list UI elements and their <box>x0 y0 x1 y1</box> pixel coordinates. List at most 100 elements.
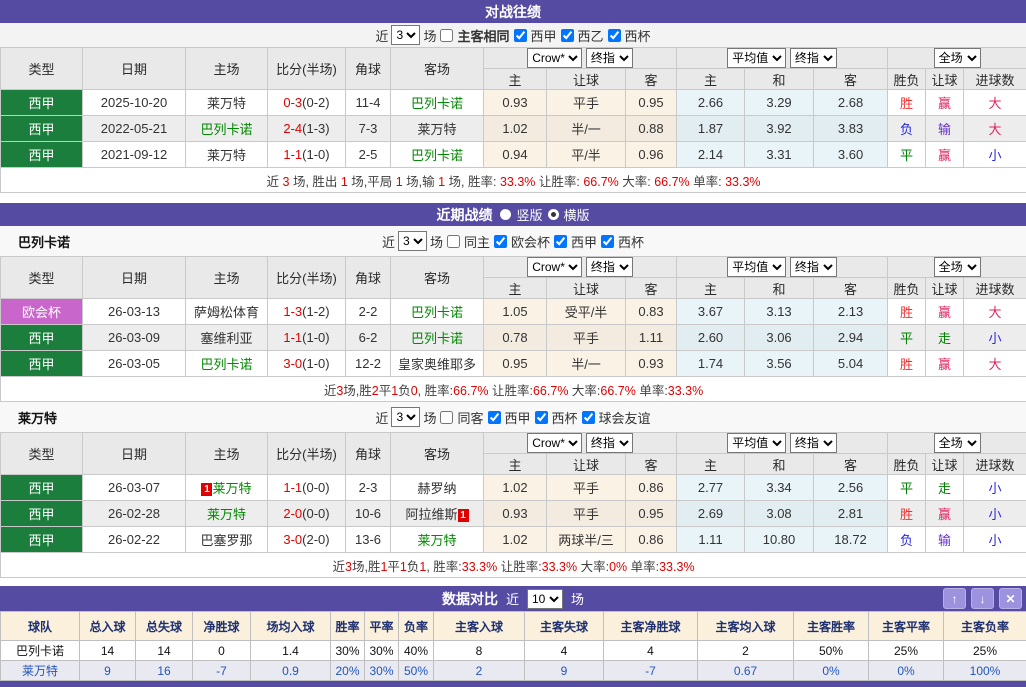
date-cell: 26-02-28 <box>83 501 186 527</box>
handicap-cell: 平手 <box>547 475 626 501</box>
odds-away-cell: 0.95 <box>626 501 677 527</box>
team1-copa-label: 西杯 <box>618 232 644 251</box>
vertical-layout-radio[interactable] <box>500 209 511 220</box>
avg-type-select[interactable]: 平均值 <box>727 48 786 68</box>
team1-odds-stage-select[interactable]: 终指 <box>586 257 633 277</box>
team1-uecl-label: 欧会杯 <box>511 232 550 251</box>
score-cell: 1-1(1-0) <box>268 142 346 168</box>
team1-filter-row: 巴列卡诺 近 3 场 同主 欧会杯 西甲 西杯 <box>0 226 1026 256</box>
stat-cell: 25% <box>944 641 1026 661</box>
col-corner: 角球 <box>346 257 391 299</box>
team2-count-select[interactable]: 3 <box>391 407 420 427</box>
away-cell: 赫罗纳 <box>391 475 484 501</box>
handicap-result-cell: 赢 <box>926 90 964 116</box>
stat-cell: 0.9 <box>251 661 331 681</box>
team2-liga-checkbox[interactable] <box>488 411 501 424</box>
col-away: 客场 <box>391 433 484 475</box>
team1-uecl-checkbox[interactable] <box>494 235 507 248</box>
col-corner: 角球 <box>346 48 391 90</box>
team1-avg-type-select[interactable]: 平均值 <box>727 257 786 277</box>
move-down-button[interactable]: ↓ <box>971 588 994 609</box>
date-cell: 26-03-09 <box>83 325 186 351</box>
team1-odds-provider-select[interactable]: Crow* <box>527 257 582 277</box>
col-venue-loss-rate: 主客负率 <box>944 612 1026 641</box>
team2-friendly-checkbox[interactable] <box>582 411 595 424</box>
close-button[interactable]: ✕ <box>999 588 1022 609</box>
team1-summary-row: 近3场,胜2平1负0, 胜率:66.7% 让胜率:66.7% 大率:66.7% … <box>1 377 1026 402</box>
h2h-count-select[interactable]: 3 <box>391 25 420 45</box>
odds-home-cell: 0.93 <box>484 501 547 527</box>
section-gap <box>0 193 1026 203</box>
team1-copa-checkbox[interactable] <box>601 235 614 248</box>
red-card-badge: 1 <box>458 509 469 522</box>
home-team-name: 莱万特 <box>207 96 246 111</box>
team1-scope-select[interactable]: 全场 <box>934 257 981 277</box>
team2-odds-stage-select[interactable]: 终指 <box>586 433 633 453</box>
team1-liga-checkbox[interactable] <box>554 235 567 248</box>
match-row: 西甲 2025-10-20 莱万特 0-3(0-2) 11-4 巴列卡诺 0.9… <box>1 90 1026 116</box>
h2h-title: 对战往绩 <box>485 2 541 22</box>
goals-cell: 大 <box>964 299 1026 325</box>
corner-cell: 2-2 <box>346 299 391 325</box>
stat-cell: 20% <box>331 661 365 681</box>
full-score: 1-1 <box>283 147 302 162</box>
league-cell: 西甲 <box>1 527 83 553</box>
avg-stage-select[interactable]: 终指 <box>790 48 837 68</box>
full-score: 1-1 <box>283 330 302 345</box>
odds-group-header: Crow* 终指 <box>484 48 677 69</box>
col-venue-avg-goals: 主客均入球 <box>698 612 794 641</box>
team1-count-select[interactable]: 3 <box>398 231 427 251</box>
half-score: (1-0) <box>302 147 329 162</box>
avg-draw-cell: 3.34 <box>745 475 814 501</box>
team2-avg-type-select[interactable]: 平均值 <box>727 433 786 453</box>
team2-copa-label: 西杯 <box>552 408 578 427</box>
same-venue-label: 主客相同 <box>457 26 509 45</box>
league-liga-checkbox[interactable] <box>514 29 527 42</box>
stat-cell: 1.4 <box>251 641 331 661</box>
near-label: 近 <box>506 589 519 608</box>
move-up-button[interactable]: ↑ <box>943 588 966 609</box>
avg-away-cell: 2.81 <box>814 501 888 527</box>
league-copa-checkbox[interactable] <box>608 29 621 42</box>
comparison-count-select[interactable]: 10 <box>527 589 563 609</box>
odds-stage-select[interactable]: 终指 <box>586 48 633 68</box>
scope-select[interactable]: 全场 <box>934 48 981 68</box>
team2-scope-select[interactable]: 全场 <box>934 433 981 453</box>
team2-same-away-checkbox[interactable] <box>440 411 453 424</box>
away-team-name: 莱万特 <box>417 533 456 548</box>
col-win-rate: 胜率 <box>331 612 365 641</box>
sub-result: 胜负 <box>888 69 926 90</box>
odds-provider-select[interactable]: Crow* <box>527 48 582 68</box>
team2-table: 类型 日期 主场 比分(半场) 角球 客场 Crow* 终指 平均值 终指 全场 <box>0 432 1026 578</box>
date-cell: 2022-05-21 <box>83 116 186 142</box>
sub-avg-away: 客 <box>814 278 888 299</box>
horizontal-layout-radio[interactable] <box>548 209 559 220</box>
avg-home-cell: 2.14 <box>677 142 745 168</box>
col-venue-goal-diff: 主客净胜球 <box>604 612 698 641</box>
team2-copa-checkbox[interactable] <box>535 411 548 424</box>
games-label: 场 <box>430 232 443 251</box>
away-team-name: 莱万特 <box>417 122 456 137</box>
sub-avg-away: 客 <box>814 454 888 475</box>
avg-home-cell: 1.74 <box>677 351 745 377</box>
odds-away-cell: 1.11 <box>626 325 677 351</box>
full-score: 2-0 <box>283 506 302 521</box>
team2-odds-provider-select[interactable]: Crow* <box>527 433 582 453</box>
team2-avg-stage-select[interactable]: 终指 <box>790 433 837 453</box>
date-cell: 2021-09-12 <box>83 142 186 168</box>
stat-cell: 9 <box>80 661 136 681</box>
date-cell: 26-02-22 <box>83 527 186 553</box>
away-cell: 莱万特 <box>391 527 484 553</box>
match-row: 西甲 26-03-09 塞维利亚 1-1(1-0) 6-2 巴列卡诺 0.78 … <box>1 325 1026 351</box>
league-cell: 西甲 <box>1 475 83 501</box>
avg-draw-cell: 10.80 <box>745 527 814 553</box>
team1-same-home-checkbox[interactable] <box>447 235 460 248</box>
team1-avg-stage-select[interactable]: 终指 <box>790 257 837 277</box>
goals-cell: 小 <box>964 142 1026 168</box>
avg-group-header: 平均值 终指 <box>677 433 888 454</box>
same-venue-checkbox[interactable] <box>440 29 453 42</box>
league-segunda-checkbox[interactable] <box>561 29 574 42</box>
